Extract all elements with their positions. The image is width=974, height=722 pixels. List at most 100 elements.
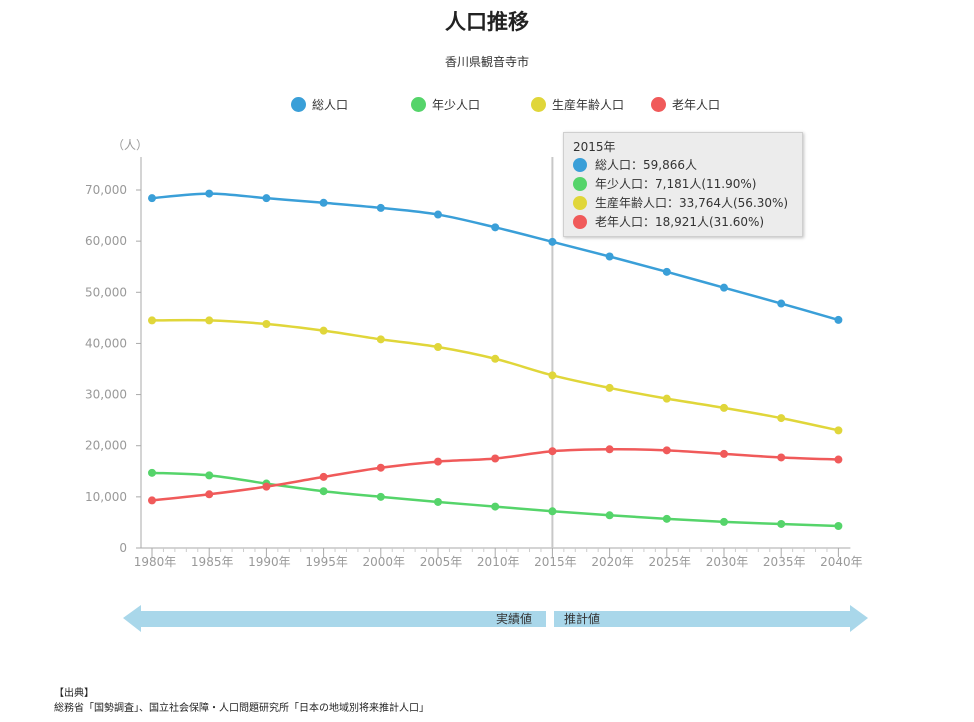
legend-item-elderly[interactable]: 老年人口 <box>651 96 720 113</box>
x-tick-label: 1995年 <box>305 555 348 569</box>
data-point-年少人口 <box>662 514 671 523</box>
legend: 総人口 年少人口 生産年齢人口 老年人口 <box>0 96 974 116</box>
x-tick-label: 2020年 <box>591 555 634 569</box>
data-point-生産年齢人口 <box>262 319 271 328</box>
x-tick-label: 2000年 <box>363 555 406 569</box>
projected-band-label: 推計値 <box>564 611 600 626</box>
y-tick-label: 50,000 <box>85 285 127 299</box>
data-point-総人口 <box>434 210 442 219</box>
tooltip-row-elderly: 老年人口：18,921人(31.60%) <box>573 213 764 230</box>
y-tick-label: 0 <box>119 541 127 555</box>
data-point-生産年齢人口 <box>777 414 786 423</box>
data-point-老年人口 <box>834 455 843 464</box>
tooltip-row-total: 総人口：59,866人 <box>573 156 697 173</box>
data-point-老年人口 <box>491 454 500 463</box>
data-point-総人口 <box>319 198 328 207</box>
data-point-総人口 <box>491 223 500 232</box>
data-point-老年人口 <box>262 482 271 491</box>
legend-label: 老年人口 <box>672 98 721 112</box>
tooltip-row-youth: 年少人口：7,181人(11.90%) <box>573 175 756 192</box>
data-point-総人口 <box>548 237 557 246</box>
chart-title: 人口推移 <box>445 10 529 34</box>
data-point-生産年齢人口 <box>148 316 156 325</box>
x-tick-label: 1985年 <box>191 555 234 569</box>
data-point-総人口 <box>205 189 214 198</box>
data-point-生産年齢人口 <box>720 403 728 412</box>
data-point-総人口 <box>777 299 786 308</box>
data-point-老年人口 <box>319 472 328 481</box>
y-tick-label: 60,000 <box>85 234 127 248</box>
data-point-年少人口 <box>148 468 156 477</box>
legend-label: 総人口 <box>312 98 349 112</box>
data-point-老年人口 <box>605 445 614 454</box>
data-point-総人口 <box>662 267 671 276</box>
source-text: 総務省「国勢調査」、国立社会保障・人口問題研究所「日本の地域別将来推計人口」 <box>54 703 429 714</box>
tooltip-marker-icon <box>573 195 587 210</box>
data-point-老年人口 <box>662 446 671 455</box>
tooltip-text: 総人口：59,866人 <box>595 158 697 172</box>
y-tick-label: 70,000 <box>85 183 127 197</box>
data-point-老年人口 <box>376 463 385 472</box>
x-tick-label: 2040年 <box>820 555 863 569</box>
y-tick-label: 20,000 <box>85 439 127 453</box>
legend-marker-icon <box>651 97 666 112</box>
actual-band-label: 実績値 <box>496 611 532 626</box>
y-axis-unit-label: （人） <box>112 138 148 152</box>
legend-marker-icon <box>411 97 426 112</box>
data-point-総人口 <box>262 194 271 203</box>
data-point-老年人口 <box>205 490 214 499</box>
legend-item-total[interactable]: 総人口 <box>291 96 348 113</box>
data-point-総人口 <box>376 203 385 212</box>
data-point-生産年齢人口 <box>491 354 500 363</box>
legend-label: 年少人口 <box>432 98 481 112</box>
legend-item-youth[interactable]: 年少人口 <box>411 96 480 113</box>
data-point-年少人口 <box>434 497 442 506</box>
tooltip: 2015年 総人口：59,866人 年少人口：7,181人(11.90%) 生産… <box>563 132 803 237</box>
x-tick-label: 2010年 <box>477 555 520 569</box>
source-note: 【出典】 総務省「国勢調査」、国立社会保障・人口問題研究所「日本の地域別将来推計… <box>54 686 429 716</box>
x-tick-label: 2015年 <box>534 555 577 569</box>
y-tick-label: 10,000 <box>85 490 127 504</box>
data-point-年少人口 <box>319 487 328 496</box>
tooltip-text: 生産年齢人口：33,764人(56.30%) <box>595 196 789 210</box>
data-point-生産年齢人口 <box>605 383 614 392</box>
data-point-年少人口 <box>548 507 557 516</box>
tooltip-text: 年少人口：7,181人(11.90%) <box>595 177 757 191</box>
data-point-生産年齢人口 <box>376 335 385 344</box>
data-point-老年人口 <box>720 449 728 458</box>
data-point-総人口 <box>605 252 614 261</box>
data-point-総人口 <box>834 315 843 324</box>
tooltip-marker-icon <box>573 157 587 172</box>
projected-band-arrow <box>554 605 868 632</box>
data-point-老年人口 <box>777 453 786 462</box>
data-point-年少人口 <box>491 502 500 511</box>
tooltip-row-working: 生産年齢人口：33,764人(56.30%) <box>573 194 788 211</box>
x-tick-label: 2030年 <box>706 555 749 569</box>
data-point-老年人口 <box>148 496 156 505</box>
data-point-年少人口 <box>605 511 614 520</box>
data-point-年少人口 <box>777 519 786 528</box>
x-tick-label: 1990年 <box>248 555 291 569</box>
tooltip-marker-icon <box>573 214 587 229</box>
data-point-生産年齢人口 <box>434 343 442 352</box>
chart-subtitle: 香川県観音寺市 <box>444 55 529 69</box>
legend-item-working[interactable]: 生産年齢人口 <box>531 96 624 113</box>
legend-label: 生産年齢人口 <box>552 98 625 112</box>
tooltip-text: 老年人口：18,921人(31.60%) <box>595 215 765 229</box>
data-point-生産年齢人口 <box>662 394 671 403</box>
y-tick-label: 30,000 <box>85 388 127 402</box>
data-point-総人口 <box>720 283 728 292</box>
y-tick-label: 40,000 <box>85 336 127 350</box>
legend-marker-icon <box>291 97 306 112</box>
data-point-生産年齢人口 <box>834 426 843 435</box>
series-line-年少人口 <box>151 471 839 528</box>
series-line-生産年齢人口 <box>151 318 839 432</box>
data-point-生産年齢人口 <box>205 316 214 325</box>
data-point-総人口 <box>148 194 156 203</box>
data-point-年少人口 <box>205 471 214 480</box>
x-tick-label: 2035年 <box>763 555 806 569</box>
data-point-生産年齢人口 <box>548 371 557 380</box>
data-point-生産年齢人口 <box>319 326 328 335</box>
x-tick-label: 1980年 <box>134 555 177 569</box>
